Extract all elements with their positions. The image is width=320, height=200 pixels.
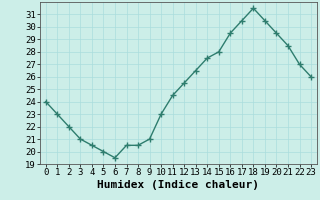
X-axis label: Humidex (Indice chaleur): Humidex (Indice chaleur)	[97, 180, 260, 190]
